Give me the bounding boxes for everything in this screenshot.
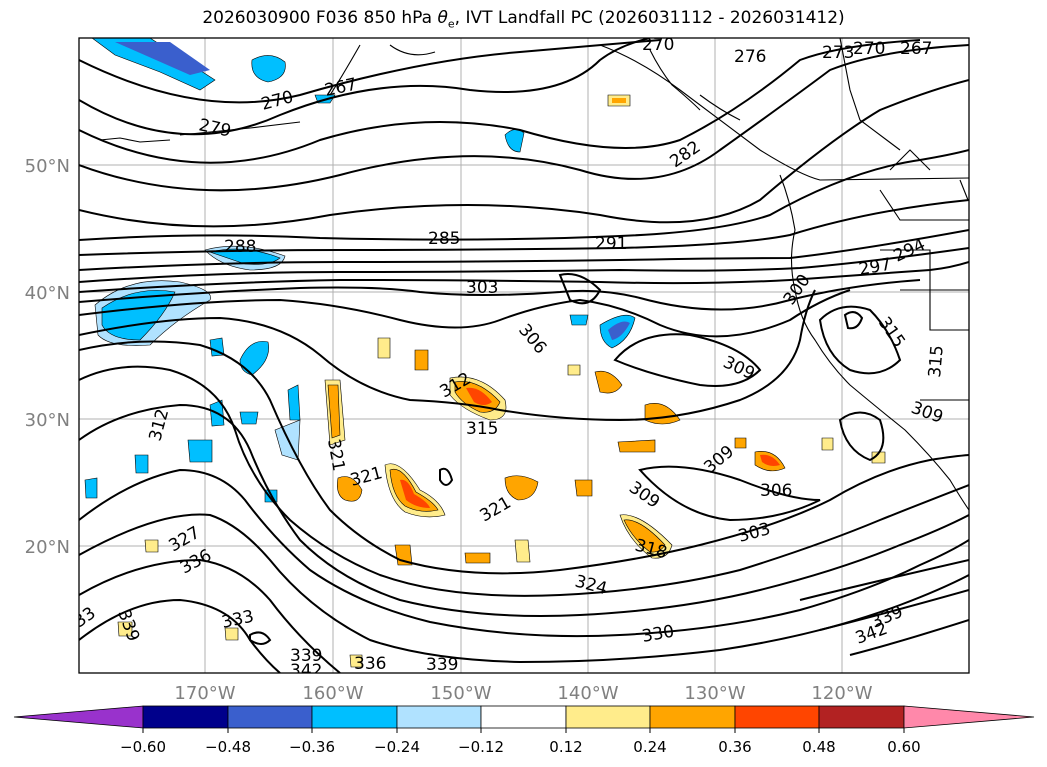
coastlines bbox=[99, 38, 969, 511]
lon-tick-label: 160°W bbox=[302, 683, 363, 704]
contour-label: 306 bbox=[760, 481, 792, 501]
theta-e-contours bbox=[79, 38, 969, 673]
colorbar-tick-label: −0.48 bbox=[205, 738, 251, 756]
map-frame bbox=[78, 37, 970, 674]
lat-tick-labels: 50°N 40°N 30°N 20°N bbox=[25, 156, 70, 558]
colorbar bbox=[13, 705, 1035, 729]
colorbar-tick-label: 0.12 bbox=[549, 738, 582, 756]
colorbar-ticks bbox=[142, 728, 905, 733]
colorbar-extend-high bbox=[903, 705, 1035, 729]
colorbar-segment bbox=[480, 705, 567, 729]
lon-tick-labels: 170°W 160°W 150°W 140°W 130°W 120°W bbox=[174, 683, 872, 704]
colorbar-segment bbox=[227, 705, 313, 729]
theta-symbol: θ bbox=[437, 8, 448, 28]
contour-label: 288 bbox=[224, 237, 256, 257]
colorbar-segment bbox=[649, 705, 736, 729]
colorbar-segment bbox=[565, 705, 651, 729]
lon-tick-label: 130°W bbox=[684, 683, 745, 704]
contour-label: 315 bbox=[466, 419, 498, 439]
colorbar-tick-label: 0.36 bbox=[718, 738, 751, 756]
colorbar-tick-label: 0.24 bbox=[633, 738, 666, 756]
contour-label: 339 bbox=[290, 646, 322, 666]
contour-label: 276 bbox=[734, 47, 766, 67]
colorbar-tick-label: 0.60 bbox=[887, 738, 920, 756]
colorbar-segment bbox=[142, 705, 229, 729]
contour-label: 342 bbox=[290, 661, 322, 681]
contour-label: 270 bbox=[642, 35, 674, 55]
lat-tick-label: 40°N bbox=[25, 283, 70, 304]
colorbar-tick-label: 0.48 bbox=[802, 738, 835, 756]
lon-tick-label: 150°W bbox=[430, 683, 491, 704]
contour-label: 291 bbox=[595, 234, 627, 254]
positive-shading bbox=[117, 94, 886, 668]
contour-label: 315 bbox=[925, 344, 948, 378]
lon-tick-label: 140°W bbox=[557, 683, 618, 704]
colorbar-segment bbox=[734, 705, 820, 729]
lat-tick-label: 30°N bbox=[25, 410, 70, 431]
theta-subscript: e bbox=[447, 17, 455, 31]
colorbar-segment bbox=[818, 705, 905, 729]
contour-label: 336 bbox=[354, 654, 386, 674]
colorbar-tick-label: −0.60 bbox=[120, 738, 166, 756]
contour-label: 270 bbox=[853, 39, 885, 59]
lon-tick-label: 120°W bbox=[811, 683, 872, 704]
title-prefix: 2026030900 F036 850 hPa bbox=[202, 8, 438, 28]
colorbar-tick-label: −0.24 bbox=[374, 738, 420, 756]
lat-tick-label: 50°N bbox=[25, 156, 70, 177]
contour-label: 339 bbox=[426, 655, 458, 675]
negative-shading bbox=[84, 38, 636, 503]
figure-title: 2026030900 F036 850 hPa θe, IVT Landfall… bbox=[0, 8, 1047, 30]
contour-label: 267 bbox=[900, 39, 932, 59]
colorbar-tick-label: −0.36 bbox=[289, 738, 335, 756]
colorbar-segment bbox=[396, 705, 482, 729]
contour-label: 303 bbox=[466, 278, 498, 298]
colorbar-tick-labels: −0.60 −0.48 −0.36 −0.24 −0.12 0.12 0.24 … bbox=[120, 738, 921, 756]
contour-label: 273 bbox=[822, 43, 854, 63]
lon-tick-label: 170°W bbox=[174, 683, 235, 704]
title-suffix: , IVT Landfall PC (2026031112 - 20260314… bbox=[454, 8, 845, 28]
lat-tick-label: 20°N bbox=[25, 537, 70, 558]
colorbar-segment bbox=[311, 705, 398, 729]
colorbar-tick-label: −0.12 bbox=[458, 738, 504, 756]
colorbar-extend-low bbox=[13, 705, 144, 729]
contour-label: 285 bbox=[428, 229, 460, 249]
